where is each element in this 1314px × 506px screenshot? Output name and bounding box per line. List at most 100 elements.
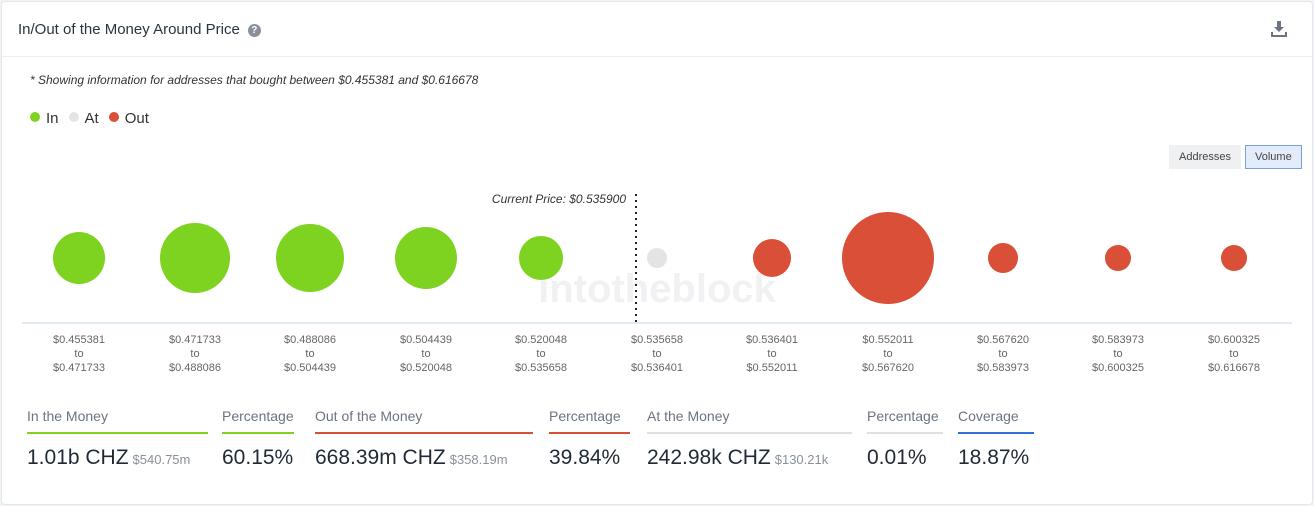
stat-value-text: 60.15% <box>222 446 294 469</box>
tick-label: $0.567620 <box>862 362 914 374</box>
tick-label: $0.616678 <box>1208 362 1260 374</box>
legend: In At Out <box>30 110 149 127</box>
stat-label: Coverage <box>958 408 1019 424</box>
bubble-out[interactable] <box>1221 245 1247 271</box>
bubble-in[interactable] <box>276 224 344 292</box>
stat-label: Percentage <box>222 408 294 424</box>
volume-toggle[interactable]: Volume <box>1245 145 1302 169</box>
stat-label: Percentage <box>867 408 939 424</box>
tick-label: $0.536401 <box>746 334 798 346</box>
bubble-out[interactable] <box>842 212 934 304</box>
bubble-in[interactable] <box>395 227 457 289</box>
tick-label: $0.600325 <box>1208 334 1260 346</box>
at-dot-icon <box>68 112 79 122</box>
tick-label: to <box>1229 348 1238 360</box>
stat-underline <box>27 432 208 434</box>
stat-value: 1.01b CHZ $540.75m <box>27 446 208 470</box>
stat-label: At the Money <box>647 408 730 424</box>
legend-label: In <box>46 110 59 127</box>
stat-3: Percentage 39.84% <box>549 408 630 470</box>
stat-underline <box>647 432 852 434</box>
stat-value: 242.98k CHZ $130.21k <box>647 446 852 470</box>
tick-label: to <box>74 348 83 360</box>
stat-underline <box>958 432 1034 434</box>
stat-label: Percentage <box>549 408 621 424</box>
tick-label: $0.583973 <box>1092 334 1144 346</box>
bubble-at[interactable] <box>647 248 667 268</box>
tick-label: $0.535658 <box>631 334 683 346</box>
stat-0: In the Money 1.01b CHZ $540.75m <box>27 408 208 470</box>
tick-label: $0.504439 <box>284 362 336 374</box>
bubble-in[interactable] <box>53 232 105 284</box>
stat-value-text: 18.87% <box>958 446 1030 469</box>
card-title: In/Out of the Money Around Price? <box>18 21 261 38</box>
stat-label: In the Money <box>27 408 108 424</box>
tick-label: to <box>998 348 1007 360</box>
stat-usd-value: $130.21k <box>774 452 829 467</box>
stat-4: At the Money 242.98k CHZ $130.21k <box>647 408 852 470</box>
stat-value-text: 242.98k CHZ <box>647 446 771 469</box>
tick-label: $0.504439 <box>400 334 452 346</box>
tick-label: to <box>767 348 776 360</box>
stat-value-text: 1.01b CHZ <box>27 446 129 469</box>
stat-value: 668.39m CHZ $358.19m <box>315 446 533 470</box>
stat-underline <box>549 432 630 434</box>
tick-label: to <box>421 348 430 360</box>
tick-label: to <box>536 348 545 360</box>
title-text: In/Out of the Money Around Price <box>18 21 240 38</box>
tick-label: $0.567620 <box>977 334 1029 346</box>
stat-label: Out of the Money <box>315 408 423 424</box>
tick-label: $0.536401 <box>631 362 683 374</box>
range-note: * Showing information for addresses that… <box>30 73 479 87</box>
addresses-toggle[interactable]: Addresses <box>1169 145 1241 169</box>
legend-label: At <box>84 110 99 127</box>
tick-label: to <box>883 348 892 360</box>
tick-label: to <box>652 348 661 360</box>
bubble-out[interactable] <box>1105 245 1131 271</box>
legend-out[interactable]: Out <box>108 110 149 127</box>
out-dot-icon <box>108 112 119 122</box>
watermark: intotheblock <box>538 267 777 311</box>
stat-2: Out of the Money 668.39m CHZ $358.19m <box>315 408 533 470</box>
stat-value-text: 668.39m CHZ <box>315 446 446 469</box>
stat-value: 39.84% <box>549 446 630 470</box>
tick-label: $0.488086 <box>284 334 336 346</box>
tick-label: $0.455381 <box>53 334 105 346</box>
tick-label: $0.552011 <box>862 334 913 346</box>
bubble-in[interactable] <box>519 236 563 280</box>
tick-label: $0.535658 <box>515 362 567 374</box>
stat-value: 18.87% <box>958 446 1034 470</box>
in-dot-icon <box>30 112 40 122</box>
bubble-out[interactable] <box>753 239 791 277</box>
tick-label: $0.488086 <box>169 362 221 374</box>
stat-value-text: 0.01% <box>867 446 927 469</box>
tick-label: $0.471733 <box>169 334 221 346</box>
current-price-label: Current Price: $0.535900 <box>492 192 626 206</box>
tick-label: to <box>305 348 314 360</box>
bubble-in[interactable] <box>160 223 230 293</box>
question-circle-icon[interactable]: ? <box>247 24 261 37</box>
stat-value: 0.01% <box>867 446 943 470</box>
tick-label: $0.471733 <box>53 362 105 374</box>
tick-label: $0.552011 <box>746 362 797 374</box>
legend-in[interactable]: In <box>30 110 59 127</box>
legend-label: Out <box>124 110 149 127</box>
stat-usd-value: $358.19m <box>449 452 508 467</box>
stat-6: Coverage 18.87% <box>958 408 1034 470</box>
bubble-out[interactable] <box>988 243 1018 273</box>
stat-value-text: 39.84% <box>549 446 621 469</box>
legend-at[interactable]: At <box>68 110 99 127</box>
stat-underline <box>315 432 533 434</box>
stat-usd-value: $540.75m <box>132 452 191 467</box>
card-header: In/Out of the Money Around Price? <box>2 2 1312 57</box>
tick-label: $0.600325 <box>1092 362 1144 374</box>
tick-label: to <box>190 348 199 360</box>
stat-underline <box>222 432 294 434</box>
stat-5: Percentage 0.01% <box>867 408 943 470</box>
stat-1: Percentage 60.15% <box>222 408 294 470</box>
tick-label: $0.520048 <box>515 334 567 346</box>
stat-value: 60.15% <box>222 446 294 470</box>
download-icon[interactable] <box>1270 20 1288 38</box>
bubble-chart: intotheblock Current Price: $0.535900 $0… <box>22 192 1292 374</box>
